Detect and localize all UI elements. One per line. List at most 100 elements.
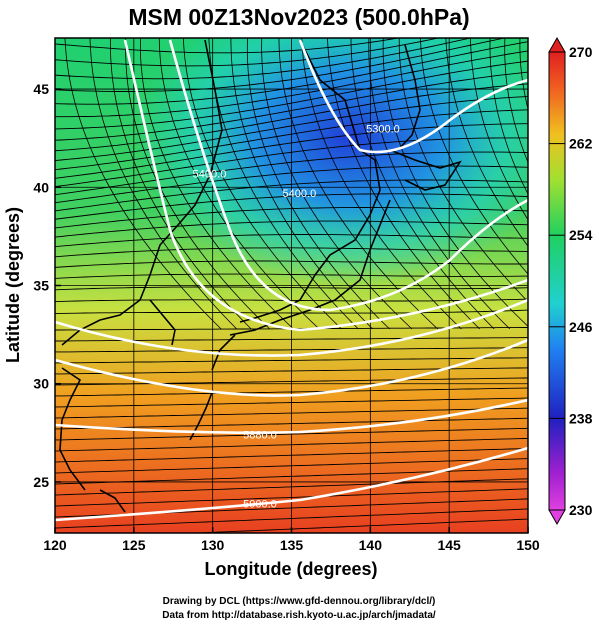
colorbar-tick-label: 246 (569, 319, 593, 335)
colorbar-tick-label: 254 (569, 227, 593, 243)
y-tick-label: 25 (33, 474, 49, 490)
contour-5300-line (298, 39, 528, 154)
streamline (55, 508, 528, 529)
streamline (278, 38, 438, 330)
plot-area: 5300.0 5400.0 5400.0 5880.0 5900.0 (55, 38, 528, 533)
streamline (382, 38, 528, 327)
streamline (55, 347, 528, 353)
streamline (55, 50, 528, 118)
x-tick-label: 140 (359, 537, 383, 553)
colorbar-ticks: 270 262 254 246 238 230 (549, 44, 593, 518)
streamline (470, 38, 528, 221)
colorbar-scale (548, 51, 566, 511)
streamline (55, 207, 528, 229)
streamline (89, 38, 237, 330)
streamline (301, 38, 462, 330)
coastlines (59, 39, 462, 513)
streamline (55, 478, 528, 496)
contour-label: 5900.0 (243, 498, 277, 510)
x-axis-label: Longitude (degrees) (204, 559, 377, 579)
x-tick-label: 125 (122, 537, 146, 553)
y-axis-ticks: 25 30 35 40 45 (33, 81, 61, 490)
streamline (55, 407, 528, 419)
streamline (445, 38, 528, 247)
streamline (55, 247, 528, 258)
kyushu-coast (211, 334, 236, 371)
x-tick-label: 150 (516, 537, 540, 553)
streamline (55, 309, 528, 315)
streamline (398, 38, 528, 303)
streamline (182, 38, 342, 330)
contour-label: 5400.0 (283, 188, 317, 200)
streamline (55, 60, 528, 130)
contour-5460-line (123, 39, 528, 332)
streamline (55, 357, 528, 364)
sakhalin-coast (397, 44, 421, 151)
colorbar-top-arrow (548, 36, 566, 53)
streamline (55, 220, 528, 238)
contour-labels: 5300.0 5400.0 5400.0 5880.0 5900.0 (193, 123, 400, 510)
streamline (55, 41, 528, 105)
colorbar: 270 262 254 246 238 230 (548, 36, 593, 526)
x-axis-ticks: 120 125 130 135 140 145 150 (43, 527, 540, 553)
height-contours (55, 39, 528, 522)
korean-peninsula-south (149, 299, 176, 346)
contour-label: 5880.0 (243, 430, 277, 442)
streamline (489, 38, 528, 195)
streamline (158, 38, 320, 330)
streamline (55, 387, 528, 397)
lat-lon-grid (55, 38, 528, 533)
streamline (55, 38, 473, 80)
contour-5900-line (55, 446, 528, 522)
streamline (55, 286, 528, 291)
streamline (55, 83, 528, 152)
colorbar-tick-label: 270 (569, 44, 593, 60)
japan-sea-coast (239, 39, 381, 323)
streamline (55, 38, 507, 92)
streamline (55, 417, 528, 430)
x-tick-label: 120 (43, 537, 67, 553)
credit-drawing: Drawing by DCL (https://www.gfd-dennou.o… (163, 596, 436, 607)
y-tick-label: 40 (33, 179, 49, 195)
y-tick-label: 45 (33, 81, 49, 97)
map-title: MSM 00Z13Nov2023 (500.0hPa) (128, 4, 469, 30)
streamline (55, 427, 528, 441)
streamline (109, 38, 252, 330)
contour-label: 5400.0 (193, 168, 227, 180)
streamline (55, 123, 528, 179)
streamline (230, 38, 373, 330)
hokkaido-coast (389, 149, 462, 191)
colorbar-bottom-arrow (548, 509, 566, 526)
honshu-coast (229, 199, 391, 336)
streamline (55, 137, 528, 188)
streamline (420, 38, 528, 275)
korea-china-coast (61, 39, 223, 346)
contour-label: 5300.0 (366, 123, 400, 135)
streamline (55, 165, 528, 204)
y-tick-label: 35 (33, 278, 49, 294)
streamline (55, 448, 528, 463)
streamline (504, 38, 528, 164)
streamline (327, 38, 480, 330)
streamline (55, 367, 528, 375)
credit-data: Data from http://database.rish.kyoto-u.a… (162, 610, 436, 621)
streamline (261, 38, 413, 330)
y-tick-label: 30 (33, 376, 49, 392)
x-tick-label: 145 (437, 537, 461, 553)
wind-streamlines (55, 38, 528, 533)
streamline (55, 179, 528, 212)
x-tick-label: 130 (201, 537, 225, 553)
streamline (55, 458, 528, 474)
contour-5880-line (55, 398, 528, 434)
streamline (140, 38, 294, 330)
streamline (55, 273, 528, 279)
streamline (55, 234, 528, 248)
streamline (55, 488, 528, 507)
streamline (64, 38, 222, 330)
colorbar-tick-label: 262 (569, 136, 593, 152)
colorbar-tick-label: 230 (569, 502, 593, 518)
streamline (55, 193, 528, 220)
streamline (55, 109, 528, 171)
streamline (55, 397, 528, 408)
